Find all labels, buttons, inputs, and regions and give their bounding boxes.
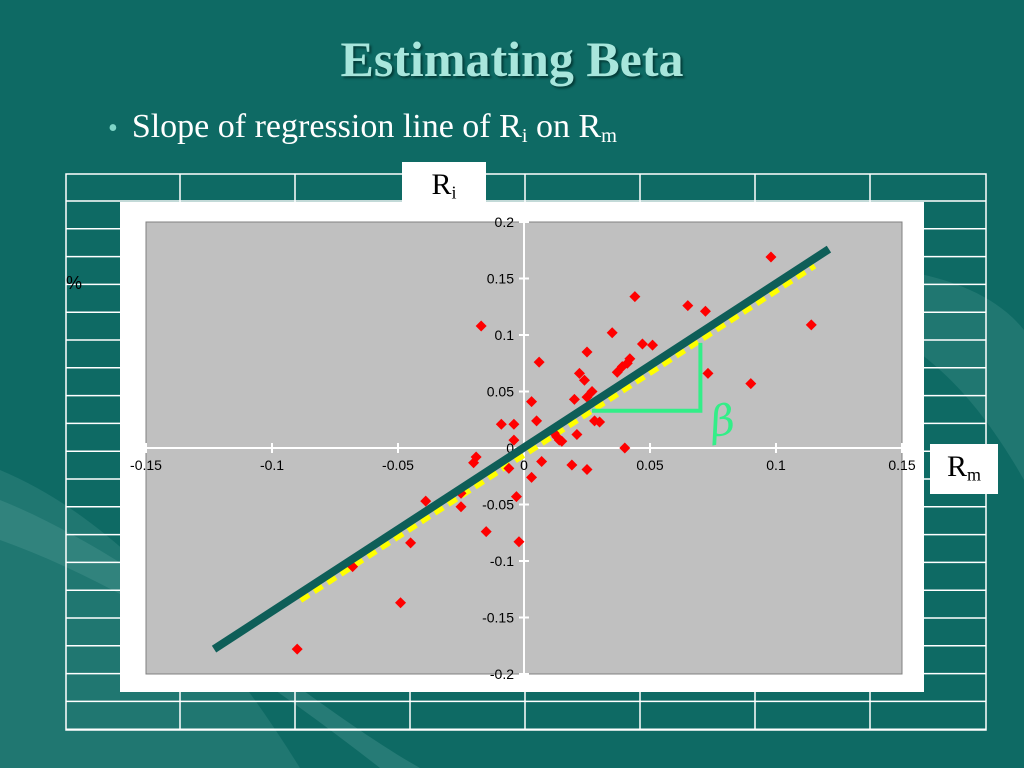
data-point [291,643,303,655]
y-axis-label-box: Ri [402,162,486,212]
data-point [624,353,636,365]
data-point [619,442,631,454]
bullet-text-prefix: Slope of regression line of R [131,108,522,145]
data-point [510,491,522,503]
data-point [536,456,548,468]
data-point [805,319,817,331]
data-point [551,431,563,443]
data-point [508,434,520,446]
data-point [573,367,585,379]
y-tick-label: -0.15 [482,610,514,626]
data-point [470,451,482,463]
data-point [420,495,432,507]
data-point [395,597,407,609]
data-point [606,327,618,339]
data-point [526,471,538,483]
x-tick-label: 0.1 [766,457,786,473]
data-point [699,305,711,317]
data-point [531,415,543,427]
data-point [581,463,593,475]
y-tick-label: -0.2 [490,666,514,682]
beta-slope-triangle [592,342,703,413]
x-tick-label: -0.15 [130,457,162,473]
percent-label: % [66,273,83,293]
data-point [578,374,590,386]
x-axis-label-box: Rm [930,444,998,494]
data-point [568,393,580,405]
data-point [480,526,492,538]
x-tick-label: 0.05 [636,457,663,473]
data-point [571,428,583,440]
data-point [533,356,545,368]
y-axis-label: R [431,168,452,201]
data-point [455,501,467,513]
regression-line [211,245,832,653]
data-point [611,366,623,378]
data-point [629,291,641,303]
data-point [765,251,777,263]
x-tick-label: -0.1 [260,457,284,473]
y-tick-label: 0.1 [495,327,515,343]
scatter-chart: -0.15 -0.1 -0.05 0 0.05 0.1 0.15 -0.2 -0.15 -0.1 -… [130,214,916,682]
x-tick-label: 0 [520,457,528,473]
x-axis-label-sub: m [967,464,982,485]
data-point [513,536,525,548]
y-tick-label: 0.15 [487,271,514,287]
data-point [594,416,606,428]
bullet-sub-m: m [601,125,618,148]
data-point [647,339,659,351]
data-point [503,462,515,474]
x-tick-label: 0.15 [888,457,915,473]
data-point [586,386,598,397]
y-tick-label: -0.1 [490,553,514,569]
data-point [636,338,648,350]
y-tick-label: -0.05 [482,497,514,513]
data-point [682,300,694,312]
data-point [405,537,417,549]
bullet-item: • Slope of regression line of Ri on Rm [108,108,617,148]
data-point [581,346,593,358]
data-point [508,418,520,430]
bullet-text-middle: on R [527,108,602,145]
data-point [526,396,538,408]
bullet-dot-icon: • [108,113,118,144]
data-point [556,435,568,447]
data-point [616,361,628,373]
data-point [702,367,714,379]
y-tick-label: 0.2 [495,214,515,230]
slide-title: Estimating Beta [340,31,684,87]
y-tick-label: 0 [506,440,514,456]
y-axis-label-sub: i [451,182,457,203]
x-tick-label: -0.05 [382,457,414,473]
data-point [495,418,507,430]
x-axis-label: R [946,450,967,483]
data-point [566,459,578,471]
y-tick-label: 0.05 [487,384,514,400]
bullet-sub-i: i [521,125,528,148]
data-point [745,378,757,390]
